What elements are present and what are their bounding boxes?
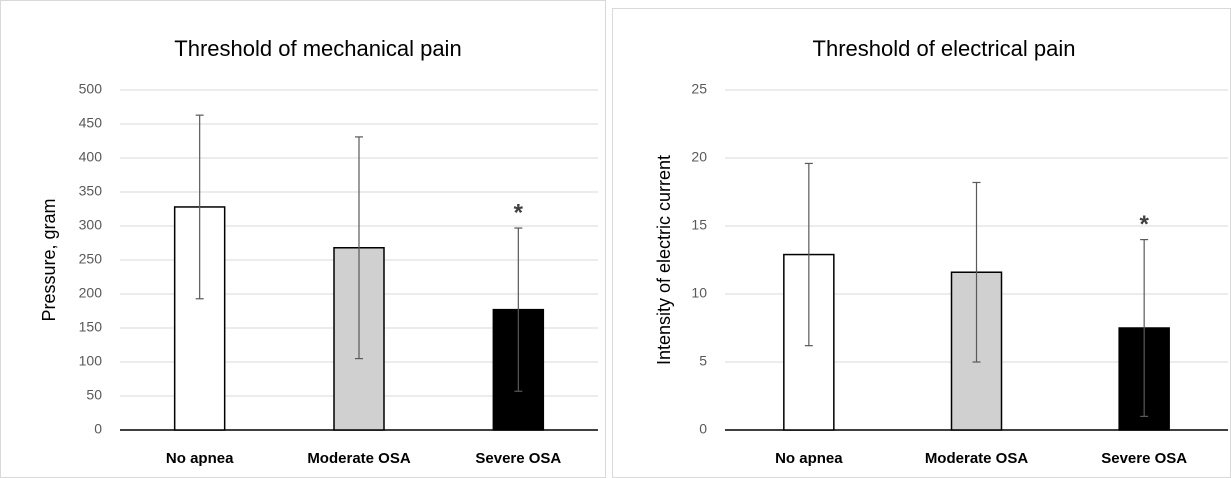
y-tick-label: 15 — [691, 217, 707, 233]
y-tick-label: 5 — [699, 353, 707, 369]
y-tick-label: 0 — [699, 421, 707, 437]
y-tick-label: 100 — [79, 353, 103, 369]
annotation: * — [514, 199, 524, 226]
y-tick-label: 400 — [79, 149, 103, 165]
y-tick-label: 20 — [691, 149, 707, 165]
y-tick-label: 0 — [94, 421, 102, 437]
x-tick-label: Moderate OSA — [925, 450, 1029, 467]
x-tick-label: Moderate OSA — [307, 450, 411, 467]
chart-title: Threshold of electrical pain — [813, 36, 1076, 61]
y-tick-label: 450 — [79, 115, 103, 131]
annotation: * — [1139, 211, 1149, 238]
x-tick-label: No apnea — [166, 450, 234, 467]
y-tick-label: 25 — [691, 81, 707, 97]
y-axis-label: Intensity of electric current — [654, 155, 674, 365]
y-tick-label: 10 — [691, 285, 707, 301]
y-axis-label: Pressure, gram — [39, 198, 59, 321]
y-tick-label: 300 — [79, 217, 103, 233]
y-tick-label: 50 — [86, 387, 102, 403]
y-tick-label: 500 — [79, 81, 103, 97]
y-tick-label: 350 — [79, 183, 103, 199]
chart-title: Threshold of mechanical pain — [174, 36, 461, 61]
x-tick-label: Severe OSA — [475, 450, 561, 467]
x-tick-label: Severe OSA — [1101, 450, 1187, 467]
y-tick-label: 200 — [79, 285, 103, 301]
x-tick-label: No apnea — [775, 450, 843, 467]
y-tick-label: 250 — [79, 251, 103, 267]
y-tick-label: 150 — [79, 319, 103, 335]
